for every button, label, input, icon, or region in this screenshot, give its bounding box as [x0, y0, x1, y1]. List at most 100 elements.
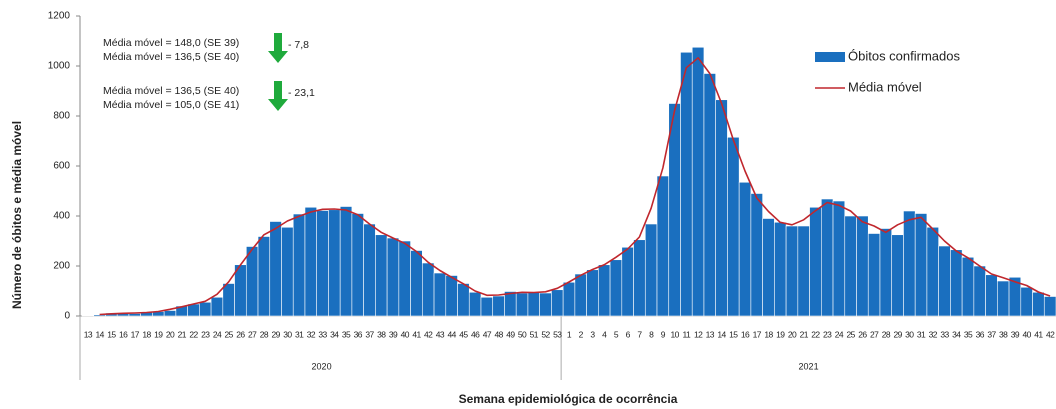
x-tick-label: 27 — [248, 329, 257, 339]
bar — [938, 245, 951, 317]
bar — [750, 193, 763, 317]
x-tick-label: 21 — [178, 329, 187, 339]
y-tick-label: 1000 — [48, 61, 71, 72]
x-tick-label: 30 — [905, 329, 914, 339]
bar — [292, 213, 306, 317]
bar — [703, 73, 716, 317]
x-tick-label: 15 — [107, 329, 116, 339]
bar — [515, 292, 529, 317]
bar — [269, 221, 282, 317]
bar — [797, 225, 810, 317]
bar — [691, 46, 705, 317]
bar — [562, 281, 576, 317]
x-tick-label: 13 — [706, 329, 715, 339]
bar — [574, 273, 587, 317]
bar — [856, 215, 869, 317]
bar — [985, 274, 998, 317]
bar — [961, 256, 975, 317]
x-tick-label: 20 — [788, 329, 797, 339]
annotation-change: - 23,1 — [288, 87, 315, 99]
x-tick-label: 17 — [131, 329, 140, 339]
bar — [375, 234, 388, 317]
bar — [316, 210, 329, 317]
bar — [363, 223, 376, 317]
bar — [81, 315, 95, 317]
bar — [926, 226, 939, 317]
bar — [234, 264, 247, 317]
x-tick-label: 26 — [858, 329, 867, 339]
bar — [163, 310, 177, 317]
x-tick-label: 26 — [236, 329, 245, 339]
moving-average-line — [99, 57, 1051, 316]
x-tick-label: 37 — [987, 329, 996, 339]
bar — [903, 210, 916, 317]
x-tick-label: 34 — [330, 329, 339, 339]
bar — [598, 264, 611, 317]
x-tick-label: 8 — [649, 329, 654, 339]
bar — [680, 51, 693, 317]
bar — [1020, 286, 1033, 317]
bar — [879, 228, 893, 317]
x-tick-label: 46 — [471, 329, 480, 339]
x-tick-label: 51 — [530, 329, 539, 339]
bar — [609, 259, 623, 317]
x-tick-label: 38 — [377, 329, 386, 339]
x-tick-label: 5 — [614, 329, 619, 339]
x-tick-label: 18 — [764, 329, 773, 339]
group-label: 2021 — [799, 361, 819, 371]
x-tick-label: 14 — [95, 329, 104, 339]
x-tick-label: 34 — [952, 329, 961, 339]
x-tick-label: 24 — [213, 329, 222, 339]
x-tick-label: 16 — [741, 329, 750, 339]
bar — [551, 289, 564, 317]
bar — [222, 283, 235, 317]
bar — [844, 215, 857, 317]
y-tick-label: 800 — [53, 111, 70, 122]
bar — [727, 136, 740, 317]
x-tick-label: 11 — [683, 329, 691, 339]
x-tick-label: 48 — [494, 329, 503, 339]
bar — [1032, 291, 1045, 317]
bar — [410, 250, 423, 317]
x-tick-label: 41 — [412, 329, 421, 339]
bar — [210, 296, 224, 317]
x-tick-label: 21 — [800, 329, 809, 339]
bar — [504, 291, 517, 317]
x-tick-label: 27 — [870, 329, 879, 339]
bar — [621, 246, 634, 317]
group-label: 2020 — [312, 361, 332, 371]
x-tick-label: 37 — [365, 329, 374, 339]
x-tick-label: 47 — [483, 329, 492, 339]
bar — [914, 213, 928, 317]
bar — [973, 265, 986, 317]
x-tick-label: 43 — [436, 329, 445, 339]
x-tick-label: 33 — [318, 329, 327, 339]
x-tick-label: 28 — [882, 329, 891, 339]
y-tick-label: 200 — [53, 261, 70, 272]
bar — [468, 291, 482, 317]
x-tick-label: 40 — [1023, 329, 1032, 339]
down-arrow — [268, 81, 288, 111]
x-tick-label: 22 — [811, 329, 820, 339]
x-tick-label: 29 — [271, 329, 280, 339]
bar — [339, 206, 353, 317]
x-tick-label: 30 — [283, 329, 292, 339]
bar — [398, 240, 411, 317]
bar — [774, 221, 787, 317]
bar — [281, 226, 294, 317]
bar — [433, 272, 447, 317]
x-tick-label: 1 — [567, 329, 572, 339]
bar — [586, 269, 599, 317]
bar — [832, 200, 846, 317]
x-tick-label: 36 — [976, 329, 985, 339]
bar — [867, 233, 881, 317]
x-tick-label: 32 — [307, 329, 316, 339]
legend-label: Óbitos confirmados — [848, 48, 960, 63]
x-tick-label: 44 — [448, 329, 457, 339]
bar — [351, 213, 364, 317]
x-tick-label: 39 — [1011, 329, 1020, 339]
bar — [257, 236, 271, 317]
x-tick-label: 31 — [917, 329, 926, 339]
y-tick-label: 400 — [53, 211, 70, 222]
